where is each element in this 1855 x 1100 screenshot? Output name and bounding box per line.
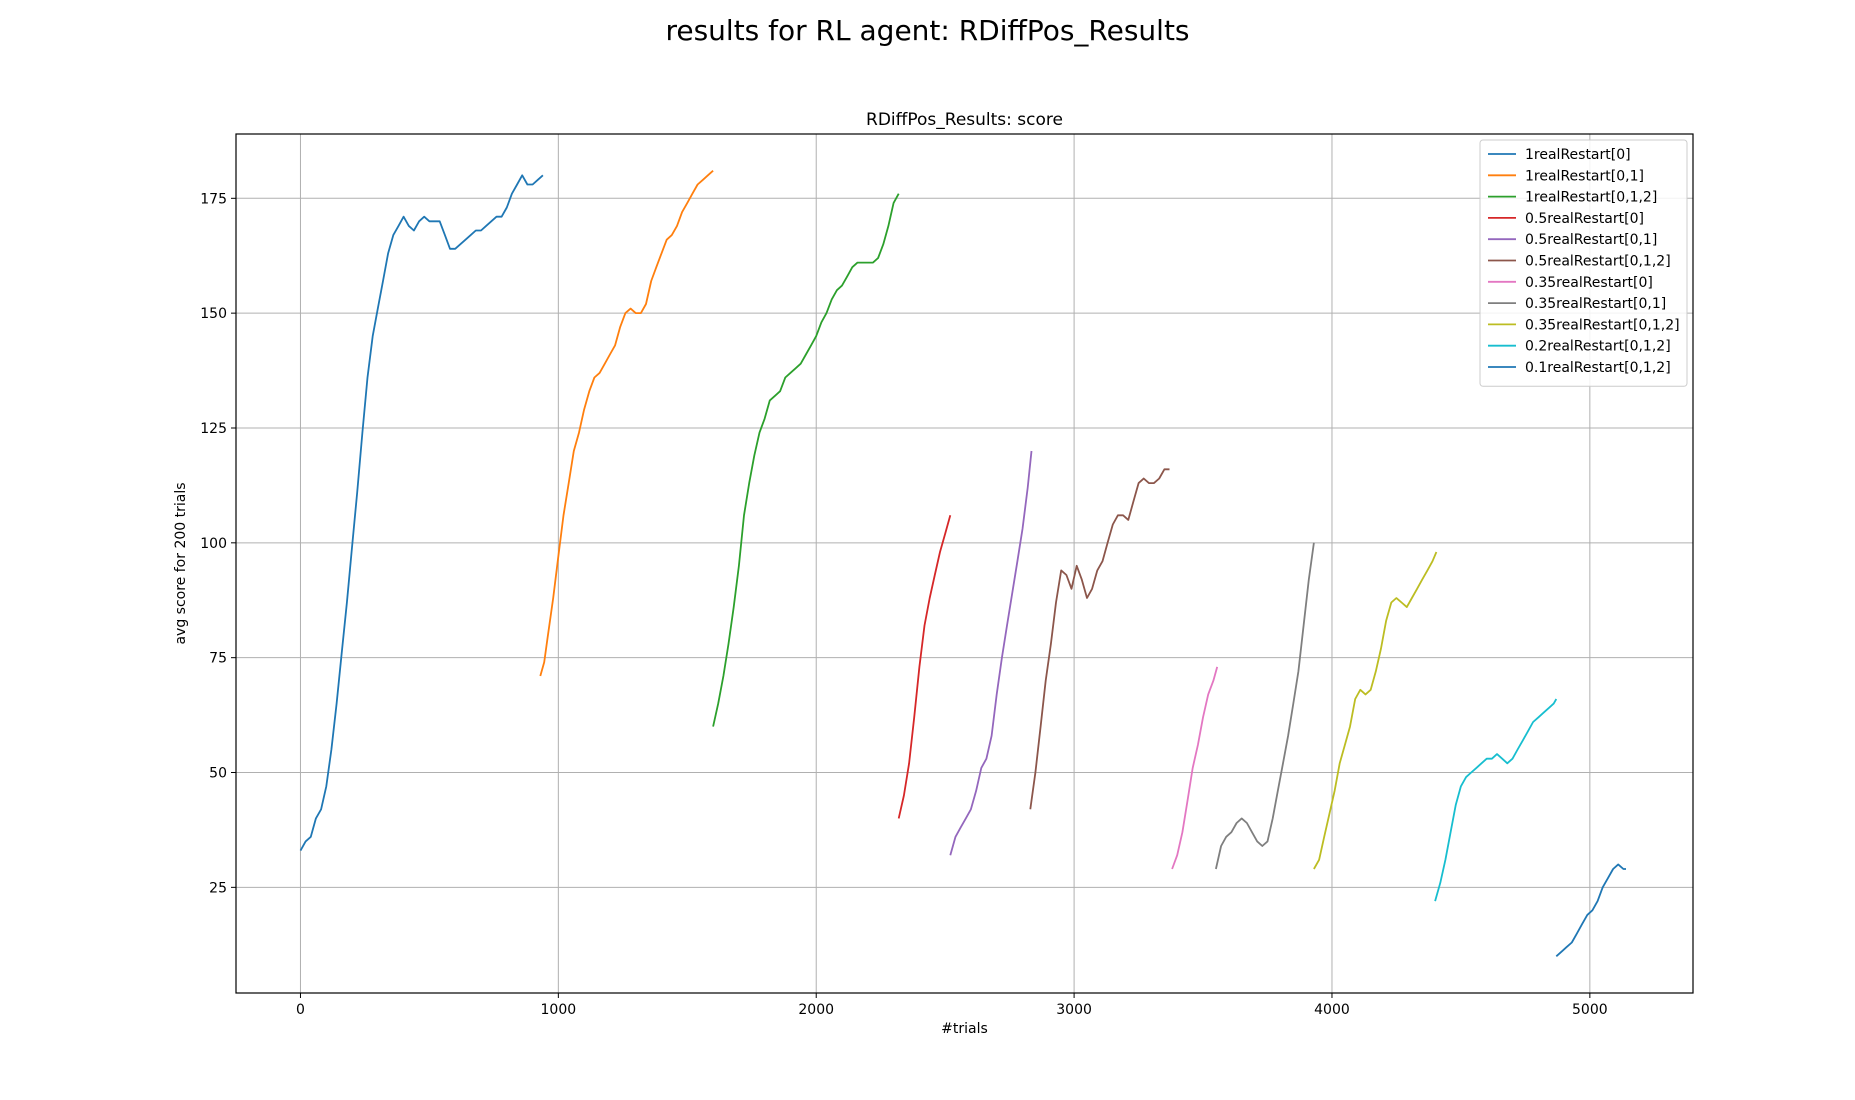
plot-area-frame xyxy=(235,133,1694,994)
series-line-1 xyxy=(299,174,544,852)
x-tick-label: 0 xyxy=(296,1002,305,1018)
series-line-6 xyxy=(1029,468,1170,810)
legend-label: 0.5realRestart[0,1] xyxy=(1525,232,1657,248)
series-line-5 xyxy=(949,450,1033,856)
x-axis-label: #trials xyxy=(941,1021,988,1037)
series-line-9 xyxy=(1313,551,1438,870)
series-line-3 xyxy=(712,193,900,727)
y-tick-label: 125 xyxy=(200,421,227,437)
y-tick-label: 100 xyxy=(200,536,227,552)
legend: 1realRestart[0] 1realRestart[0,1] 1realRes… xyxy=(1479,139,1688,387)
legend-label: 0.5realRestart[0] xyxy=(1525,211,1644,227)
series-line-10 xyxy=(1434,698,1558,902)
series-line-2 xyxy=(539,170,714,677)
y-tick-label: 75 xyxy=(209,651,227,667)
series-line-7 xyxy=(1171,666,1219,870)
y-axis-label: avg score for 200 trials xyxy=(173,482,189,644)
legend-label: 1realRestart[0,1,2] xyxy=(1525,190,1657,206)
series-line-8 xyxy=(1215,542,1315,870)
legend-label: 1realRestart[0] xyxy=(1525,147,1631,163)
y-tick-label: 150 xyxy=(200,306,227,322)
x-tick-label: 3000 xyxy=(1056,1002,1092,1018)
y-tick-label: 25 xyxy=(209,880,227,896)
y-tick-label: 175 xyxy=(200,191,227,207)
legend-box xyxy=(1479,139,1688,387)
legend-label: 1realRestart[0,1] xyxy=(1525,168,1644,184)
axis-ticks: 0 1000 2000 3000 4000 5000 25 50 75 100 125 150 175 xyxy=(200,191,1607,1018)
legend-label: 0.1realRestart[0,1,2] xyxy=(1525,360,1671,376)
series-line-4 xyxy=(897,515,952,819)
x-tick-label: 5000 xyxy=(1572,1002,1608,1018)
x-tick-label: 2000 xyxy=(798,1002,834,1018)
legend-label: 0.35realRestart[0] xyxy=(1525,275,1653,291)
legend-label: 0.35realRestart[0,1,2] xyxy=(1525,317,1680,333)
figure-suptitle: results for RL agent: RDiffPos_Results xyxy=(665,14,1190,47)
axes-title: RDiffPos_Results: score xyxy=(866,110,1063,130)
legend-label: 0.5realRestart[0,1,2] xyxy=(1525,254,1671,270)
legend-label: 0.35realRestart[0,1] xyxy=(1525,296,1666,312)
legend-label: 0.2realRestart[0,1,2] xyxy=(1525,339,1671,355)
x-tick-label: 1000 xyxy=(541,1002,577,1018)
x-tick-label: 4000 xyxy=(1314,1002,1350,1018)
grid-lines xyxy=(236,134,1693,993)
series-lines xyxy=(299,170,1626,957)
y-tick-label: 50 xyxy=(209,766,227,782)
series-line-11 xyxy=(1555,863,1626,957)
